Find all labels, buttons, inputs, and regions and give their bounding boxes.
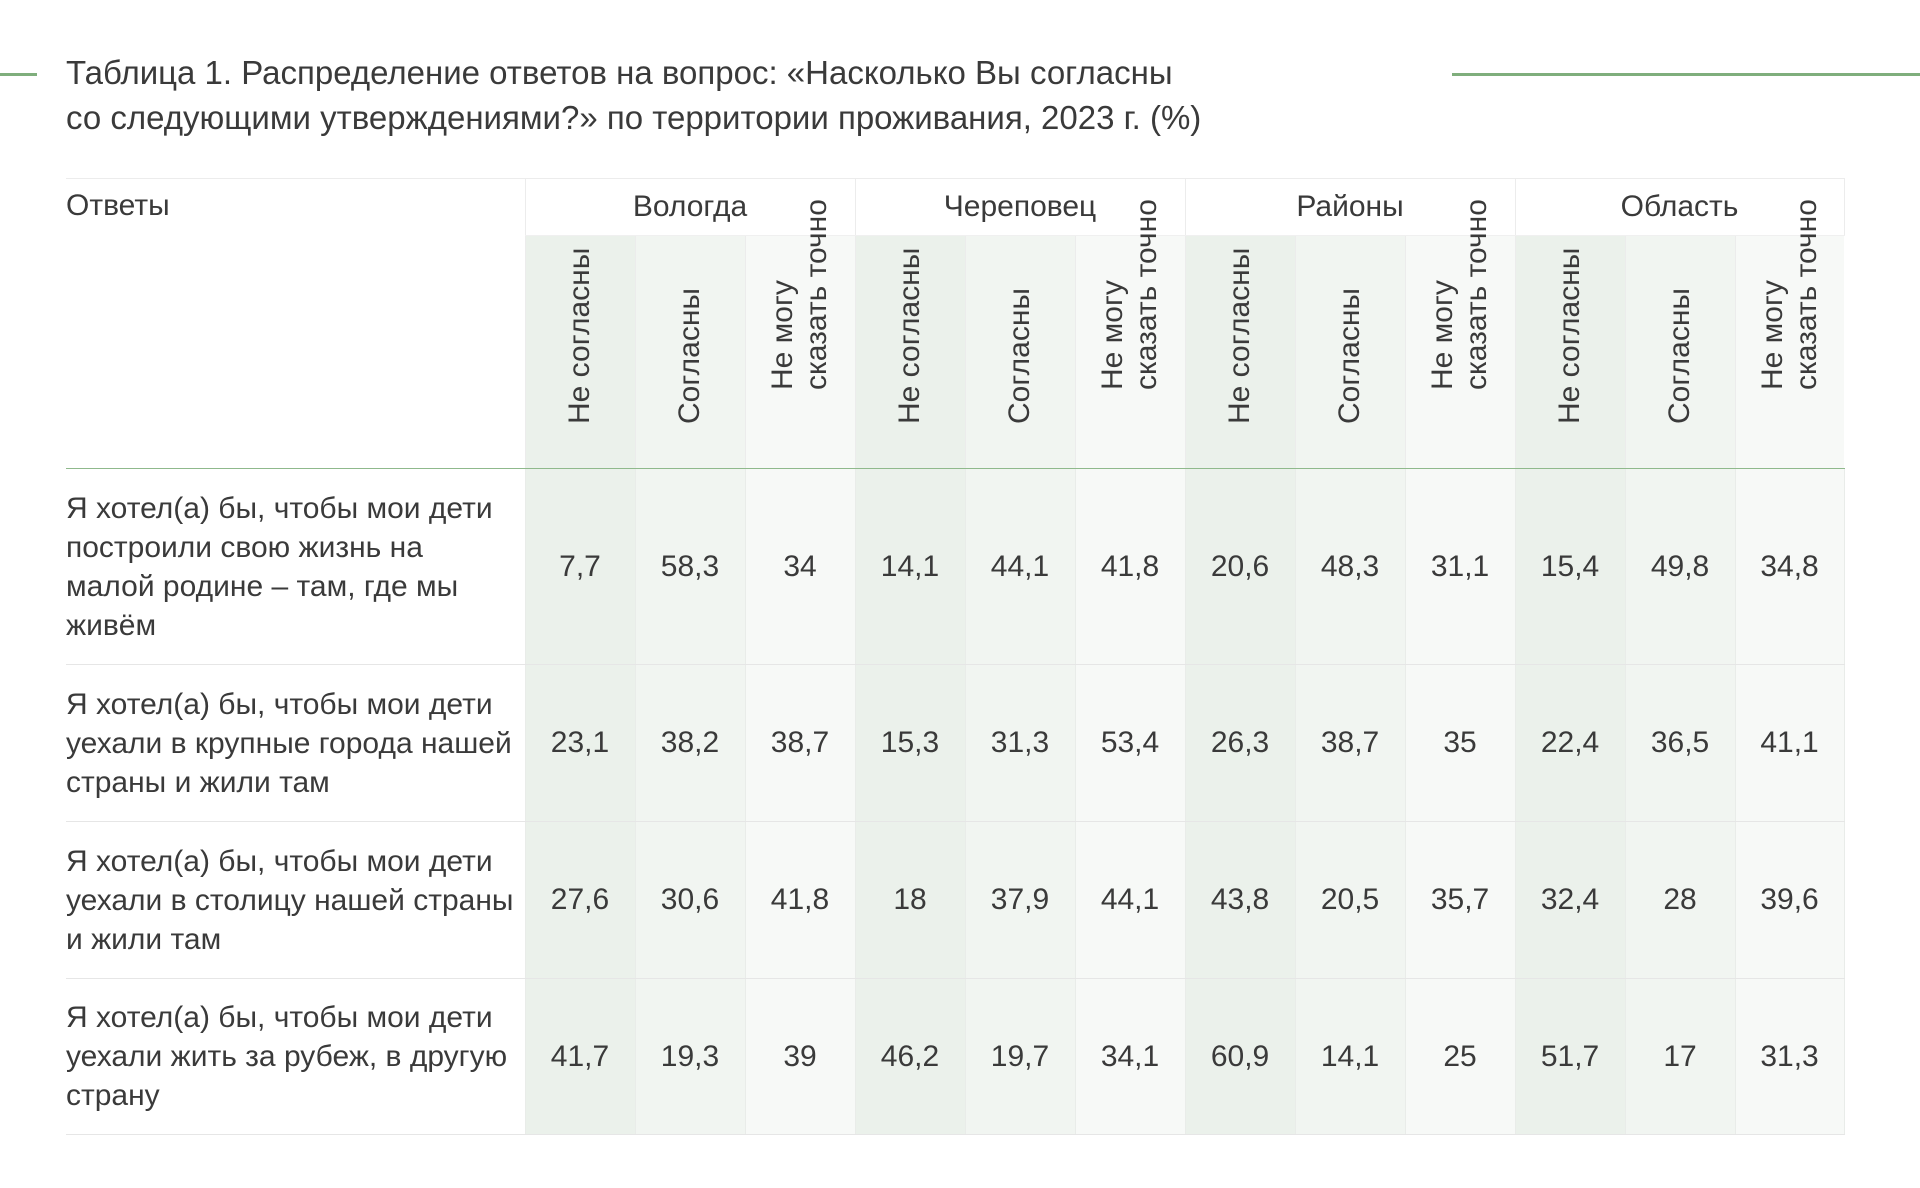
subheader-unsure-line-1: Не могу [1096, 280, 1130, 390]
row-answer: Я хотел(а) бы, чтобы мои дети уехали в с… [66, 821, 525, 979]
value-cell: 26,3 [1184, 664, 1296, 822]
value-cell: 20,6 [1184, 468, 1296, 665]
value-cell: 7,7 [524, 468, 635, 665]
value-cell: 49,8 [1624, 468, 1736, 665]
subheader-disagree-label: Не согласны [1553, 247, 1587, 424]
value-cell: 20,5 [1294, 821, 1406, 979]
subheader-agree: Согласны [1294, 235, 1406, 469]
value-cell: 41,1 [1734, 664, 1845, 822]
value-cell: 41,8 [1074, 468, 1186, 665]
value-cell: 46,2 [854, 978, 965, 1135]
value-cell: 19,3 [634, 978, 745, 1135]
row-answer: Я хотел(а) бы, чтобы мои дети уехали жит… [66, 978, 525, 1135]
value-cell: 43,8 [1184, 821, 1296, 979]
value-cell: 48,3 [1294, 468, 1406, 665]
value-cell: 25 [1404, 978, 1516, 1135]
region-header-vologda: Вологда [524, 178, 856, 236]
value-cell: 41,7 [524, 978, 635, 1135]
table-row: Я хотел(а) бы, чтобы мои дети уехали в с… [66, 821, 1845, 979]
value-cell: 19,7 [964, 978, 1075, 1135]
value-cell: 53,4 [1074, 664, 1186, 822]
value-cell: 39 [744, 978, 855, 1135]
subheader-unsure-line-1: Не могу [1755, 280, 1789, 390]
value-cell: 58,3 [634, 468, 745, 665]
table-title: Таблица 1. Распределение ответов на вопр… [66, 50, 1426, 140]
subheader-agree: Согласны [634, 235, 745, 469]
row-answer: Я хотел(а) бы, чтобы мои дети построили … [66, 468, 525, 665]
subheader-unsure: Не могу сказать точно [1404, 199, 1516, 469]
value-cell: 31,3 [964, 664, 1075, 822]
region-header-districts: Районы [1184, 178, 1516, 236]
table-title-line-2: со следующими утверждениями?» по террито… [66, 99, 1202, 136]
value-cell: 31,1 [1404, 468, 1516, 665]
value-cell: 34 [744, 468, 855, 665]
value-cell: 60,9 [1184, 978, 1296, 1135]
subheader-unsure-label: Не могу сказать точно [1426, 199, 1494, 390]
subheader-unsure: Не могу сказать точно [1074, 199, 1186, 469]
value-cell: 41,8 [744, 821, 855, 979]
subheader-unsure-label: Не могу сказать точно [766, 199, 834, 390]
subheader-disagree-label: Не согласны [1223, 247, 1257, 424]
subheader-unsure: Не могу сказать точно [1734, 199, 1845, 469]
subheader-disagree-label: Не согласны [893, 247, 926, 424]
value-cell: 37,9 [964, 821, 1075, 979]
subheader-unsure-label: Не могу сказать точно [1756, 199, 1824, 390]
region-header-cherepovets: Череповец [854, 178, 1186, 236]
value-cell: 32,4 [1514, 821, 1626, 979]
value-cell: 17 [1624, 978, 1736, 1135]
table-row: Я хотел(а) бы, чтобы мои дети построили … [66, 468, 1845, 665]
value-cell: 23,1 [524, 664, 635, 822]
value-cell: 27,6 [524, 821, 635, 979]
value-cell: 15,4 [1514, 468, 1626, 665]
subheader-agree-label: Согласны [673, 288, 706, 424]
value-cell: 44,1 [1074, 821, 1186, 979]
value-cell: 39,6 [1734, 821, 1845, 979]
value-cell: 18 [854, 821, 965, 979]
value-cell: 38,7 [1294, 664, 1406, 822]
subheader-disagree-label: Не согласны [563, 247, 596, 424]
title-rule-left [0, 73, 37, 76]
table-row: Я хотел(а) бы, чтобы мои дети уехали в к… [66, 664, 1845, 822]
value-cell: 14,1 [1294, 978, 1406, 1135]
subheader-unsure-line-2: сказать точно [800, 199, 833, 390]
subheader-agree: Согласны [964, 235, 1075, 469]
subheader-unsure-line-2: сказать точно [1130, 199, 1164, 390]
subheader-disagree: Не согласны [1514, 235, 1626, 469]
subheader-agree: Согласны [1624, 235, 1736, 469]
value-cell: 34,1 [1074, 978, 1186, 1135]
value-cell: 44,1 [964, 468, 1075, 665]
value-cell: 31,3 [1734, 978, 1845, 1135]
value-cell: 35 [1404, 664, 1516, 822]
region-header-oblast: Область [1514, 178, 1845, 236]
answers-header: Ответы [66, 178, 525, 469]
subheader-unsure-line-1: Не могу [766, 280, 799, 390]
subheader-unsure: Не могу сказать точно [744, 199, 855, 469]
subheader-agree-label: Согласны [1003, 288, 1036, 424]
subheader-disagree: Не согласны [524, 235, 635, 469]
subheader-unsure-line-1: Не могу [1426, 280, 1460, 390]
value-cell: 34,8 [1734, 468, 1845, 665]
row-answer: Я хотел(а) бы, чтобы мои дети уехали в к… [66, 664, 525, 822]
value-cell: 38,2 [634, 664, 745, 822]
value-cell: 51,7 [1514, 978, 1626, 1135]
subheader-agree-label: Согласны [1333, 288, 1367, 424]
subheader-disagree: Не согласны [1184, 235, 1296, 469]
value-cell: 15,3 [854, 664, 965, 822]
value-cell: 22,4 [1514, 664, 1626, 822]
subheader-unsure-line-2: сказать точно [1460, 199, 1494, 390]
survey-table: Ответы Вологда Череповец Районы Область … [66, 178, 1845, 1135]
value-cell: 28 [1624, 821, 1736, 979]
value-cell: 35,7 [1404, 821, 1516, 979]
value-cell: 38,7 [744, 664, 855, 822]
value-cell: 30,6 [634, 821, 745, 979]
table-row: Я хотел(а) бы, чтобы мои дети уехали жит… [66, 978, 1845, 1135]
value-cell: 14,1 [854, 468, 965, 665]
subheader-unsure-label: Не могу сказать точно [1096, 199, 1164, 390]
subheader-agree-label: Согласны [1663, 288, 1697, 424]
value-cell: 36,5 [1624, 664, 1736, 822]
subheader-unsure-line-2: сказать точно [1789, 199, 1823, 390]
table-title-line-1: Таблица 1. Распределение ответов на вопр… [66, 54, 1173, 91]
subheader-disagree: Не согласны [854, 235, 965, 469]
title-rule-right [1452, 73, 1920, 76]
